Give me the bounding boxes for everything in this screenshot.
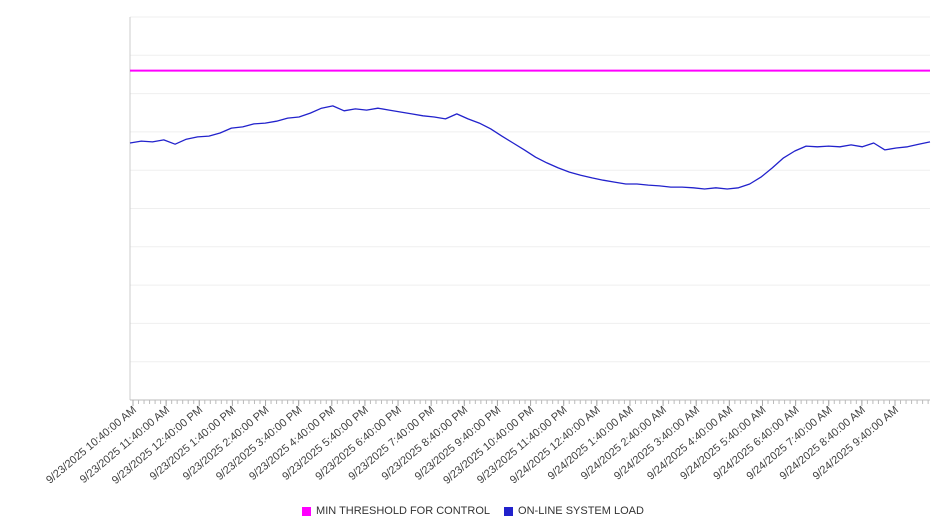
series-line: [129, 105, 931, 190]
legend: MIN THRESHOLD FOR CONTROL ON-LINE SYSTEM…: [0, 505, 946, 517]
legend-label-min-threshold: MIN THRESHOLD FOR CONTROL: [316, 505, 491, 517]
legend-swatch-online-system-load-icon: [504, 506, 514, 516]
legend-item-online-system-load[interactable]: ON-LINE SYSTEM LOAD: [504, 505, 644, 517]
legend-item-min-threshold[interactable]: MIN THRESHOLD FOR CONTROL: [302, 505, 490, 517]
legend-label-online-system-load: ON-LINE SYSTEM LOAD: [518, 505, 644, 517]
legend-swatch-min-threshold-icon: [302, 506, 312, 516]
